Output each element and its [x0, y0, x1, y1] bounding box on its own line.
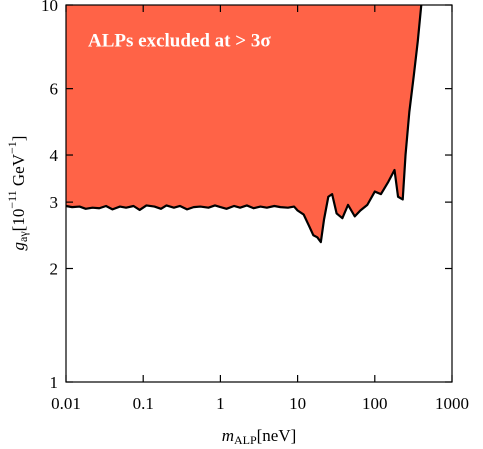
- y-label-symbol: g: [9, 242, 28, 251]
- y-tick-label: 2: [50, 260, 59, 279]
- plot-area: 0.01 0.1 1 10 100 1000 1 2 3 4 6 10: [41, 0, 469, 413]
- y-tick-label: 10: [41, 0, 58, 15]
- x-label-symbol: m: [222, 426, 234, 445]
- boundary-line: [65, 4, 423, 244]
- x-axis-label: mALP[neV]: [222, 426, 297, 447]
- x-label-sub: ALP: [234, 433, 257, 447]
- y-label-exp2: −1: [5, 141, 19, 154]
- x-tick-label: 0.01: [51, 394, 81, 413]
- excluded-area: [66, 5, 422, 243]
- y-label-unit-mid: GeV: [9, 153, 28, 190]
- y-tick-label: 6: [50, 80, 59, 99]
- x-label-unit: [neV]: [257, 426, 297, 445]
- annotation: ALPs excluded at > 3σ: [88, 30, 271, 51]
- y-label-unit: [10: [9, 209, 28, 232]
- plot-frame: [65, 4, 453, 383]
- y-axis-label: gaγ[10−11 GeV−1]: [5, 136, 30, 251]
- x-tick-label: 0.1: [133, 394, 154, 413]
- y-tick-label: 4: [50, 146, 59, 165]
- x-tick-label: 1000: [435, 394, 469, 413]
- x-tick-label: 100: [362, 394, 388, 413]
- y-label-exp: −11: [5, 190, 19, 208]
- x-tick-label: 1: [216, 394, 225, 413]
- y-label-unit-close: ]: [9, 136, 28, 142]
- x-tick-label: 10: [289, 394, 306, 413]
- y-label-sub: aγ: [16, 231, 30, 242]
- y-tick-label: 1: [50, 373, 59, 392]
- y-tick-label: 3: [50, 193, 59, 212]
